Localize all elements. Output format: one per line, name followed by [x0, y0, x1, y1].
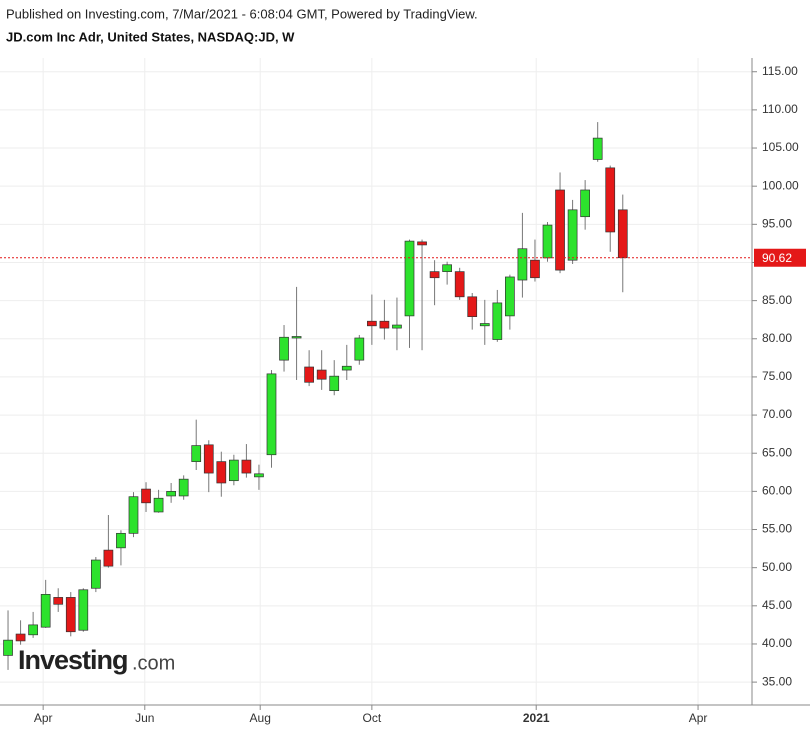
x-tick-label: 2021 — [523, 711, 550, 725]
candle-body — [567, 209, 578, 261]
x-tick-label: Aug — [250, 711, 271, 725]
chart-title: JD.com Inc Adr, United States, NASDAQ:JD… — [6, 29, 295, 44]
candle-body — [304, 366, 314, 383]
candle-body — [229, 459, 239, 482]
y-tick-label: 45.00 — [762, 598, 792, 612]
candle-body — [241, 459, 252, 474]
x-tick-label: Jun — [135, 711, 154, 725]
y-tick-label: 115.00 — [762, 64, 798, 78]
y-tick-label: 80.00 — [762, 331, 792, 345]
last-price-label: 90.62 — [762, 251, 792, 265]
candle-body — [442, 264, 452, 272]
candle-body — [479, 323, 490, 327]
candle-body — [178, 478, 189, 497]
candle-body — [65, 597, 76, 633]
y-tick-label: 40.00 — [762, 636, 792, 650]
candle-body — [53, 597, 64, 605]
candle-body — [279, 336, 289, 361]
x-tick-label: Apr — [689, 711, 708, 725]
candle-body — [216, 461, 227, 484]
candle-body — [203, 444, 214, 474]
x-tick-label: Oct — [363, 711, 382, 725]
watermark-brand: Investing — [18, 645, 128, 675]
last-price-box — [754, 248, 806, 267]
y-tick-label: 35.00 — [762, 674, 792, 688]
candle-body — [3, 639, 13, 656]
candle-body — [530, 259, 540, 279]
y-tick-label: 75.00 — [762, 369, 792, 383]
candle-body — [429, 271, 440, 279]
candle-body — [116, 532, 126, 549]
candle-body — [15, 633, 26, 642]
y-tick-label: 110.00 — [762, 102, 798, 116]
candle-body — [454, 271, 465, 298]
candle-body — [191, 445, 202, 462]
candle-body — [128, 496, 139, 534]
candle-body — [329, 375, 340, 392]
candles — [3, 122, 628, 670]
y-tick-label: 65.00 — [762, 445, 792, 459]
axes: 35.00 40.00 45.00 50.00 55.00 60.00 65.00 70.00… — [0, 64, 806, 725]
header: Published on Investing.com, 7/Mar/2021 -… — [6, 6, 478, 21]
y-tick-label: 100.00 — [762, 178, 799, 192]
candle-body — [354, 337, 365, 361]
y-tick-label: 70.00 — [762, 407, 792, 421]
candle-body — [379, 320, 390, 329]
candle-body — [517, 248, 528, 281]
candle-body — [580, 189, 590, 218]
y-tick-label: 50.00 — [762, 560, 792, 574]
candle-body — [78, 589, 89, 631]
candle-body — [367, 320, 377, 327]
candle-body — [505, 276, 515, 317]
candle-body — [28, 624, 38, 636]
candle-body — [254, 473, 264, 478]
watermark-suffix: .com — [132, 652, 175, 674]
candle-body — [404, 240, 415, 317]
y-tick-label: 60.00 — [762, 484, 792, 498]
candle-body — [141, 488, 151, 504]
candle-body — [153, 497, 164, 513]
candle-body — [91, 559, 101, 589]
y-tick-label: 85.00 — [762, 293, 792, 307]
candle-body — [103, 549, 114, 567]
candle-body — [291, 336, 302, 339]
candle-body — [467, 296, 478, 317]
candle-body — [316, 369, 327, 380]
candle-body — [617, 209, 628, 259]
candle-body — [392, 324, 402, 329]
candle-body — [492, 302, 503, 340]
y-tick-label: 55.00 — [762, 522, 792, 536]
candle-body — [555, 189, 565, 271]
candle-body — [40, 594, 51, 628]
candle-body — [542, 224, 553, 259]
grid — [0, 58, 752, 705]
x-tick-label: Apr — [34, 711, 53, 725]
candle-body — [266, 373, 277, 456]
y-tick-label: 105.00 — [762, 140, 799, 154]
y-tick-label: 95.00 — [762, 216, 792, 230]
candle-body — [166, 491, 176, 497]
candle-body — [417, 241, 427, 246]
candle-body — [592, 137, 603, 160]
candle-body — [341, 365, 352, 371]
candle-body — [605, 167, 616, 233]
